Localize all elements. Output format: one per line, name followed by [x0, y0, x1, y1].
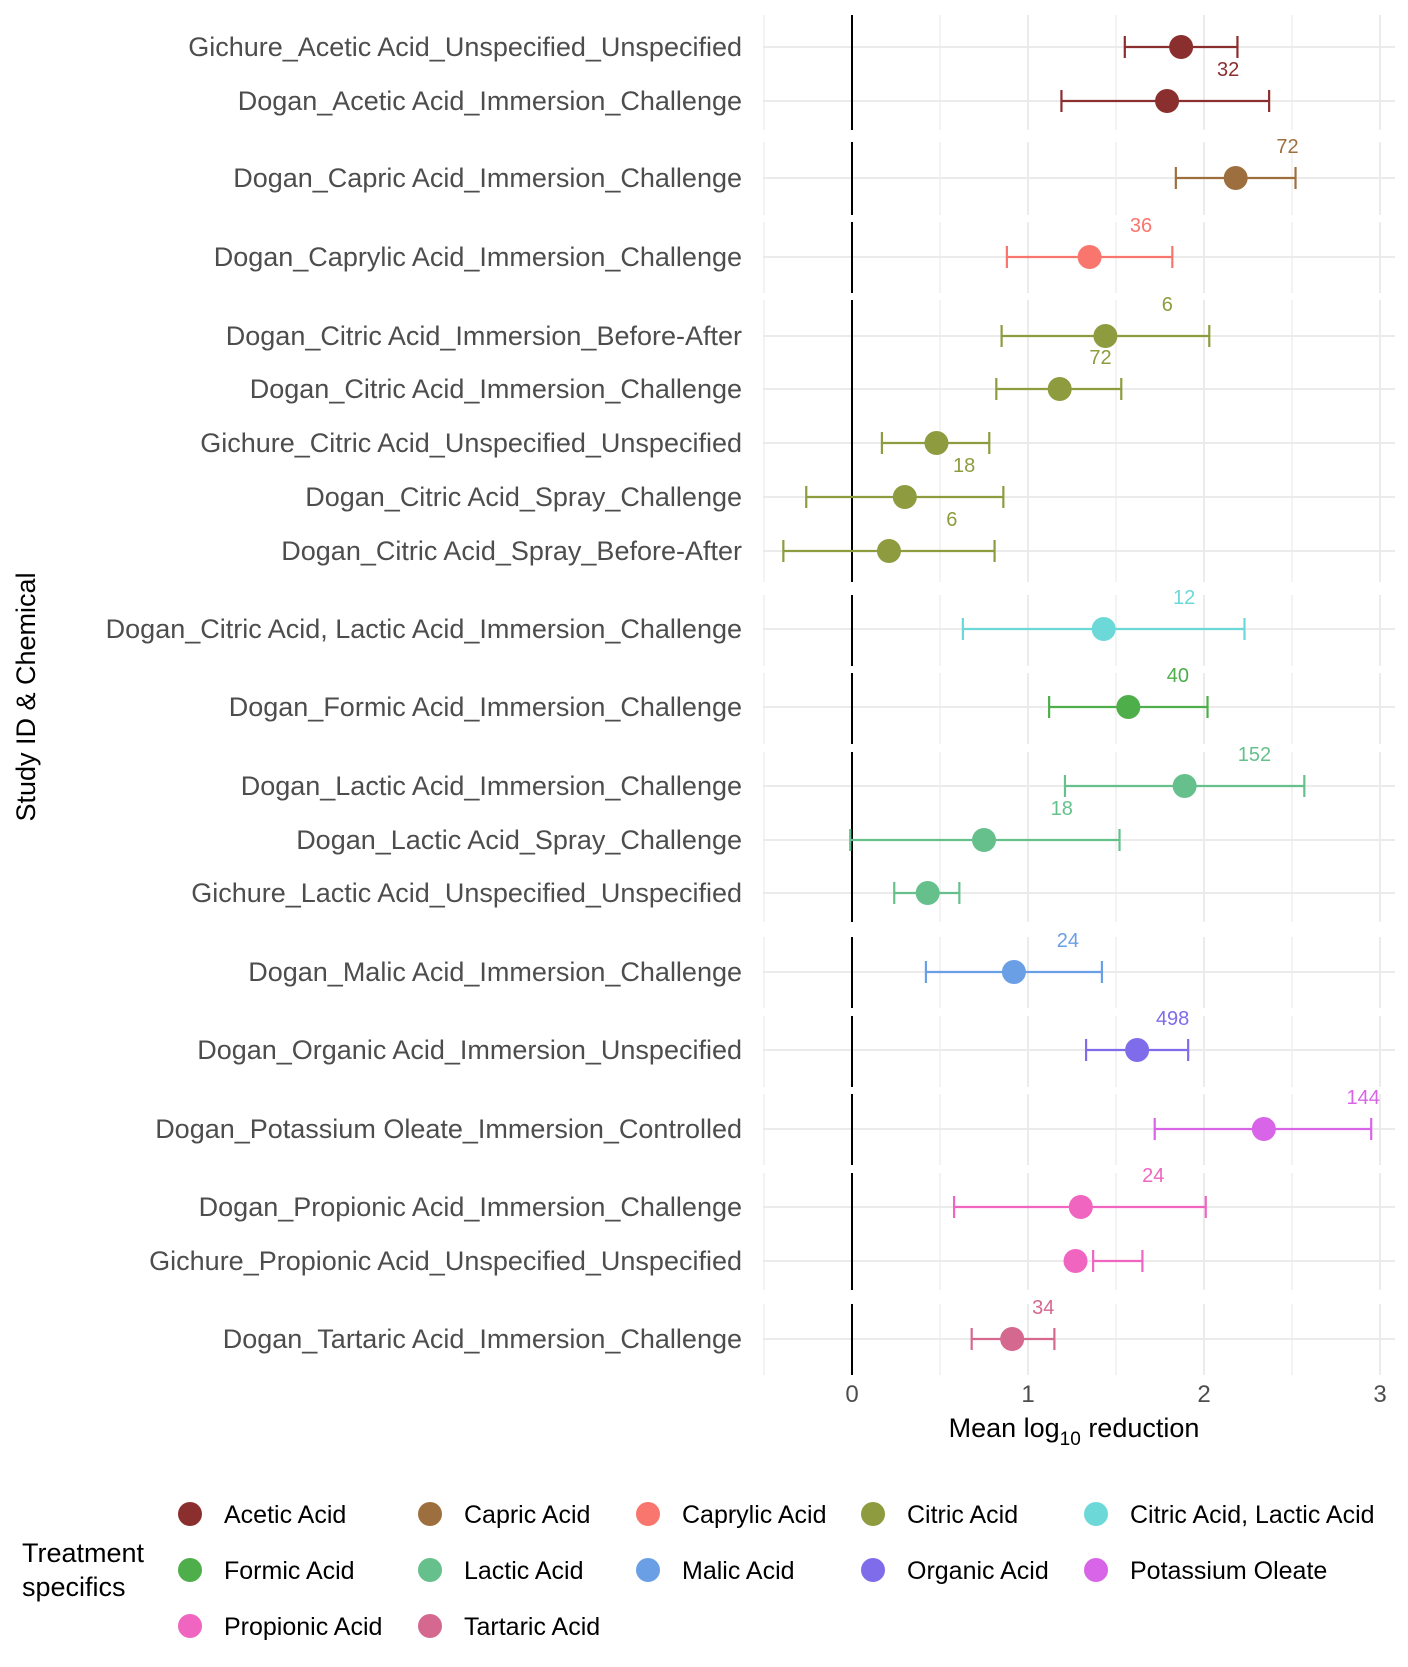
mean-point [1047, 377, 1072, 401]
row-label: Dogan_Citric Acid_Spray_Challenge [305, 482, 742, 512]
legend-key-dot [178, 1614, 202, 1638]
legend-key-dot [636, 1502, 660, 1526]
legend-entry-label: Propionic Acid [224, 1613, 382, 1641]
row-label: Dogan_Tartaric Acid_Immersion_Challenge [223, 1324, 742, 1354]
mean-point [1251, 1117, 1276, 1141]
row-label: Dogan_Citric Acid_Immersion_Before-After [226, 321, 742, 351]
row-label: Dogan_Potassium Oleate_Immersion_Control… [155, 1114, 742, 1144]
sample-size-label: 6 [946, 509, 957, 531]
row-label: Gichure_Lactic Acid_Unspecified_Unspecif… [191, 878, 742, 908]
mean-point [924, 431, 949, 455]
row-label: Dogan_Lactic Acid_Immersion_Challenge [241, 771, 742, 801]
legend-entry-label: Citric Acid, Lactic Acid [1130, 1501, 1375, 1529]
row-label: Dogan_Citric Acid_Spray_Before-After [281, 536, 742, 566]
legend-key-dot [861, 1502, 885, 1526]
y-axis-title: Study ID & Chemical [11, 572, 41, 821]
mean-point [1116, 695, 1141, 719]
mean-point [915, 881, 940, 905]
mean-point [892, 485, 917, 509]
legend-key-dot [178, 1502, 202, 1526]
legend-key-dot [418, 1614, 442, 1638]
legend-entry-label: Caprylic Acid [682, 1501, 827, 1529]
mean-point [1093, 324, 1118, 348]
sample-size-label: 144 [1347, 1087, 1380, 1109]
sample-size-label: 18 [1051, 798, 1073, 820]
legend-key-dot [1084, 1558, 1108, 1582]
row-label: Dogan_Capric Acid_Immersion_Challenge [233, 163, 742, 193]
sample-size-label: 72 [1089, 347, 1111, 369]
row-label: Dogan_Lactic Acid_Spray_Challenge [296, 825, 742, 855]
sample-size-label: 18 [953, 455, 975, 477]
legend-entry-label: Citric Acid [907, 1501, 1018, 1529]
mean-point [1169, 35, 1194, 59]
x-axis-title: Mean log10 reduction [949, 1413, 1200, 1450]
row-label: Dogan_Acetic Acid_Immersion_Challenge [238, 86, 742, 116]
mean-point [1172, 774, 1197, 798]
sample-size-label: 32 [1217, 59, 1239, 81]
mean-point [972, 828, 996, 852]
x-tick-label: 3 [1373, 1381, 1386, 1408]
legend-entry-label: Acetic Acid [224, 1501, 346, 1529]
legend-key-dot [861, 1558, 885, 1582]
legend-entry-label: Formic Acid [224, 1557, 355, 1585]
mean-point [1063, 1249, 1088, 1273]
mean-point [1077, 245, 1102, 269]
legend-entry-label: Potassium Oleate [1130, 1557, 1327, 1585]
x-tick-label: 2 [1197, 1381, 1210, 1408]
legend-entry-label: Capric Acid [464, 1501, 590, 1529]
legend-entry-label: Malic Acid [682, 1557, 795, 1585]
mean-point [1155, 89, 1180, 113]
row-label: Dogan_Formic Acid_Immersion_Challenge [229, 692, 742, 722]
sample-size-label: 40 [1167, 665, 1189, 687]
row-label: Dogan_Citric Acid_Immersion_Challenge [250, 374, 742, 404]
legend-key-dot [1084, 1502, 1108, 1526]
mean-point [1223, 166, 1248, 190]
sample-size-label: 24 [1057, 930, 1079, 952]
legend-title: Treatment [22, 1538, 145, 1568]
mean-point [1068, 1195, 1093, 1219]
mean-point [1091, 617, 1116, 641]
x-axis-title-suffix: reduction [1081, 1413, 1200, 1443]
row-label: Dogan_Propionic Acid_Immersion_Challenge [199, 1192, 742, 1222]
x-axis-title-subscript: 10 [1060, 1429, 1081, 1450]
legend-key-dot [636, 1558, 660, 1582]
mean-point [1125, 1038, 1150, 1062]
sample-size-label: 36 [1130, 215, 1152, 237]
legend-key-dot [418, 1558, 442, 1582]
sample-size-label: 152 [1238, 744, 1271, 766]
row-label: Dogan_Malic Acid_Immersion_Challenge [248, 957, 742, 987]
legend-key-dot [178, 1558, 202, 1582]
row-label: Gichure_Acetic Acid_Unspecified_Unspecif… [188, 32, 742, 62]
legend-entry-label: Tartaric Acid [464, 1613, 600, 1641]
x-axis-title-main: Mean log [949, 1413, 1060, 1443]
legend-entry-label: Organic Acid [907, 1557, 1049, 1585]
x-tick-label: 0 [845, 1381, 858, 1408]
legend-key-dot [418, 1502, 442, 1526]
mean-point [876, 539, 901, 563]
row-label: Dogan_Organic Acid_Immersion_Unspecified [197, 1035, 742, 1065]
row-label: Dogan_Caprylic Acid_Immersion_Challenge [214, 242, 742, 272]
mean-point [1001, 960, 1026, 984]
sample-size-label: 24 [1142, 1165, 1164, 1187]
sample-size-label: 34 [1032, 1297, 1054, 1319]
legend-entry-label: Lactic Acid [464, 1557, 584, 1585]
mean-point [1000, 1327, 1025, 1351]
sample-size-label: 498 [1156, 1008, 1189, 1030]
row-label: Gichure_Citric Acid_Unspecified_Unspecif… [200, 428, 742, 458]
x-tick-label: 1 [1021, 1381, 1034, 1408]
sample-size-label: 72 [1276, 136, 1298, 158]
legend-title: specifics [22, 1572, 126, 1602]
sample-size-label: 12 [1173, 587, 1195, 609]
row-label: Gichure_Propionic Acid_Unspecified_Unspe… [149, 1246, 742, 1276]
sample-size-label: 6 [1162, 294, 1173, 316]
row-label: Dogan_Citric Acid, Lactic Acid_Immersion… [106, 614, 742, 644]
